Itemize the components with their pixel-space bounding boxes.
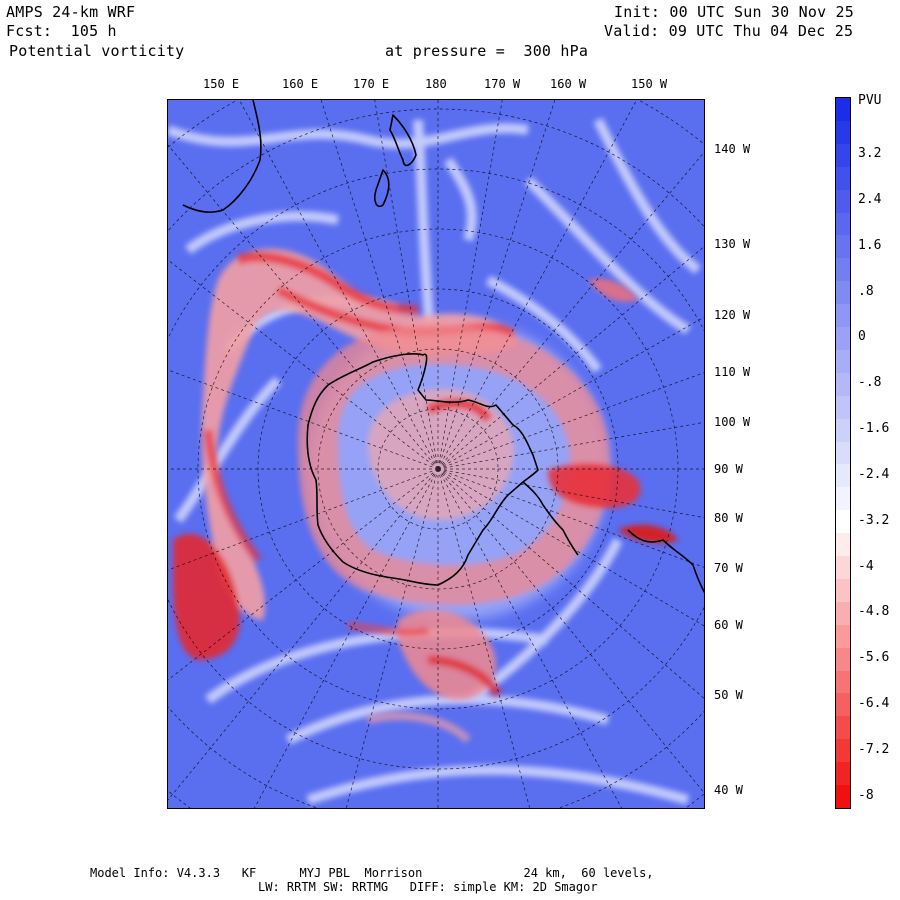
colorbar-segment	[836, 464, 850, 488]
colorbar-segment	[836, 441, 850, 465]
lon-label-top: 150 E	[203, 77, 240, 91]
lon-label-top: 180	[425, 77, 447, 91]
colorbar-tick-label: -6.4	[858, 695, 890, 711]
init-time: Init: 00 UTC Sun 30 Nov 25	[614, 3, 854, 21]
lon-label-right: 60 W	[714, 618, 743, 632]
lon-label-right: 110 W	[714, 365, 751, 379]
colorbar-tick-label: 2.4	[858, 192, 882, 208]
lon-label-top: 160 W	[550, 77, 587, 91]
colorbar-segment	[836, 762, 850, 786]
colorbar-segment	[836, 739, 850, 763]
colorbar-segment	[836, 258, 850, 282]
colorbar-segment	[836, 166, 850, 191]
colorbar-segment	[836, 533, 850, 557]
lon-label-right: 50 W	[714, 688, 743, 702]
colorbar-segment	[836, 281, 850, 305]
model-title: AMPS 24-km WRF	[6, 3, 136, 21]
colorbar-segment	[836, 212, 850, 236]
lon-label-right: 100 W	[714, 415, 751, 429]
colorbar-segment	[836, 601, 850, 626]
colorbar-segment	[836, 785, 850, 808]
lon-label-top: 170 W	[484, 77, 521, 91]
valid-time: Valid: 09 UTC Thu 04 Dec 25	[604, 22, 854, 40]
colorbar-tick-label: -1.6	[858, 421, 890, 437]
colorbar-segment	[836, 235, 850, 259]
model-info-line1: Model Info: V4.3.3 KF MYJ PBL Morrison 2…	[90, 866, 654, 880]
colorbar-segment	[836, 647, 850, 672]
colorbar-segment	[836, 372, 850, 397]
colorbar-segment	[836, 670, 850, 694]
colorbar-segment	[836, 189, 850, 213]
colorbar-segment	[836, 349, 850, 374]
lon-label-right: 90 W	[714, 462, 743, 476]
coastlines	[182, 100, 704, 594]
lon-label-top: 160 E	[282, 77, 319, 91]
colorbar-tick-label: -7.2	[858, 741, 890, 757]
pv-map	[167, 99, 705, 809]
colorbar-segment	[836, 693, 850, 717]
colorbar-segment	[836, 98, 850, 122]
colorbar-segment	[836, 304, 850, 328]
lon-label-right: 130 W	[714, 237, 751, 251]
colorbar-tick-label: -4.8	[858, 604, 890, 620]
colorbar-tick-label: -2.4	[858, 466, 890, 482]
model-info-line2: LW: RRTM SW: RRTMG DIFF: simple KM: 2D S…	[258, 880, 598, 894]
colorbar-tick-label: -5.6	[858, 650, 890, 666]
lat-lon-grid	[168, 100, 704, 808]
colorbar-tick-label: 3.2	[858, 146, 882, 162]
colorbar-segment	[836, 395, 850, 420]
colorbar-segment	[836, 120, 850, 145]
colorbar-segment	[836, 556, 850, 580]
colorbar-tick-label: -8	[858, 787, 874, 803]
pressure-level: at pressure = 300 hPa	[385, 42, 589, 60]
forecast-hour: Fcst: 105 h	[6, 22, 117, 40]
colorbar-tick-label: -4	[858, 558, 874, 574]
colorbar-tick-label: 0	[858, 329, 866, 345]
lon-label-right: 140 W	[714, 142, 751, 156]
lon-label-right: 40 W	[714, 783, 743, 797]
lon-label-right: 80 W	[714, 511, 743, 525]
new-zealand-coast	[374, 114, 417, 208]
australia-coast	[182, 100, 262, 213]
colorbar-tick-label: -3.2	[858, 512, 890, 528]
pv-colorbar	[835, 97, 851, 809]
lon-label-top: 170 E	[353, 77, 390, 91]
colorbar-segment	[836, 624, 850, 649]
colorbar-tick-label: 1.6	[858, 237, 882, 253]
colorbar-segment	[836, 510, 850, 534]
colorbar-segment	[836, 487, 850, 511]
peninsula-coast	[522, 481, 579, 556]
colorbar-tick-label: .8	[858, 283, 874, 299]
colorbar-segment	[836, 578, 850, 603]
colorbar-segment	[836, 418, 850, 443]
lon-label-top: 150 W	[631, 77, 668, 91]
south-america-coast	[627, 529, 704, 594]
colorbar-segment	[836, 143, 850, 168]
lon-label-right: 70 W	[714, 561, 743, 575]
colorbar-unit: PVU	[858, 93, 882, 108]
field-name: Potential vorticity	[9, 42, 185, 60]
antarctica-coast	[306, 353, 539, 586]
colorbar-segment	[836, 327, 850, 351]
colorbar-segment	[836, 716, 850, 740]
lon-label-right: 120 W	[714, 308, 751, 322]
colorbar-tick-label: -.8	[858, 375, 882, 391]
